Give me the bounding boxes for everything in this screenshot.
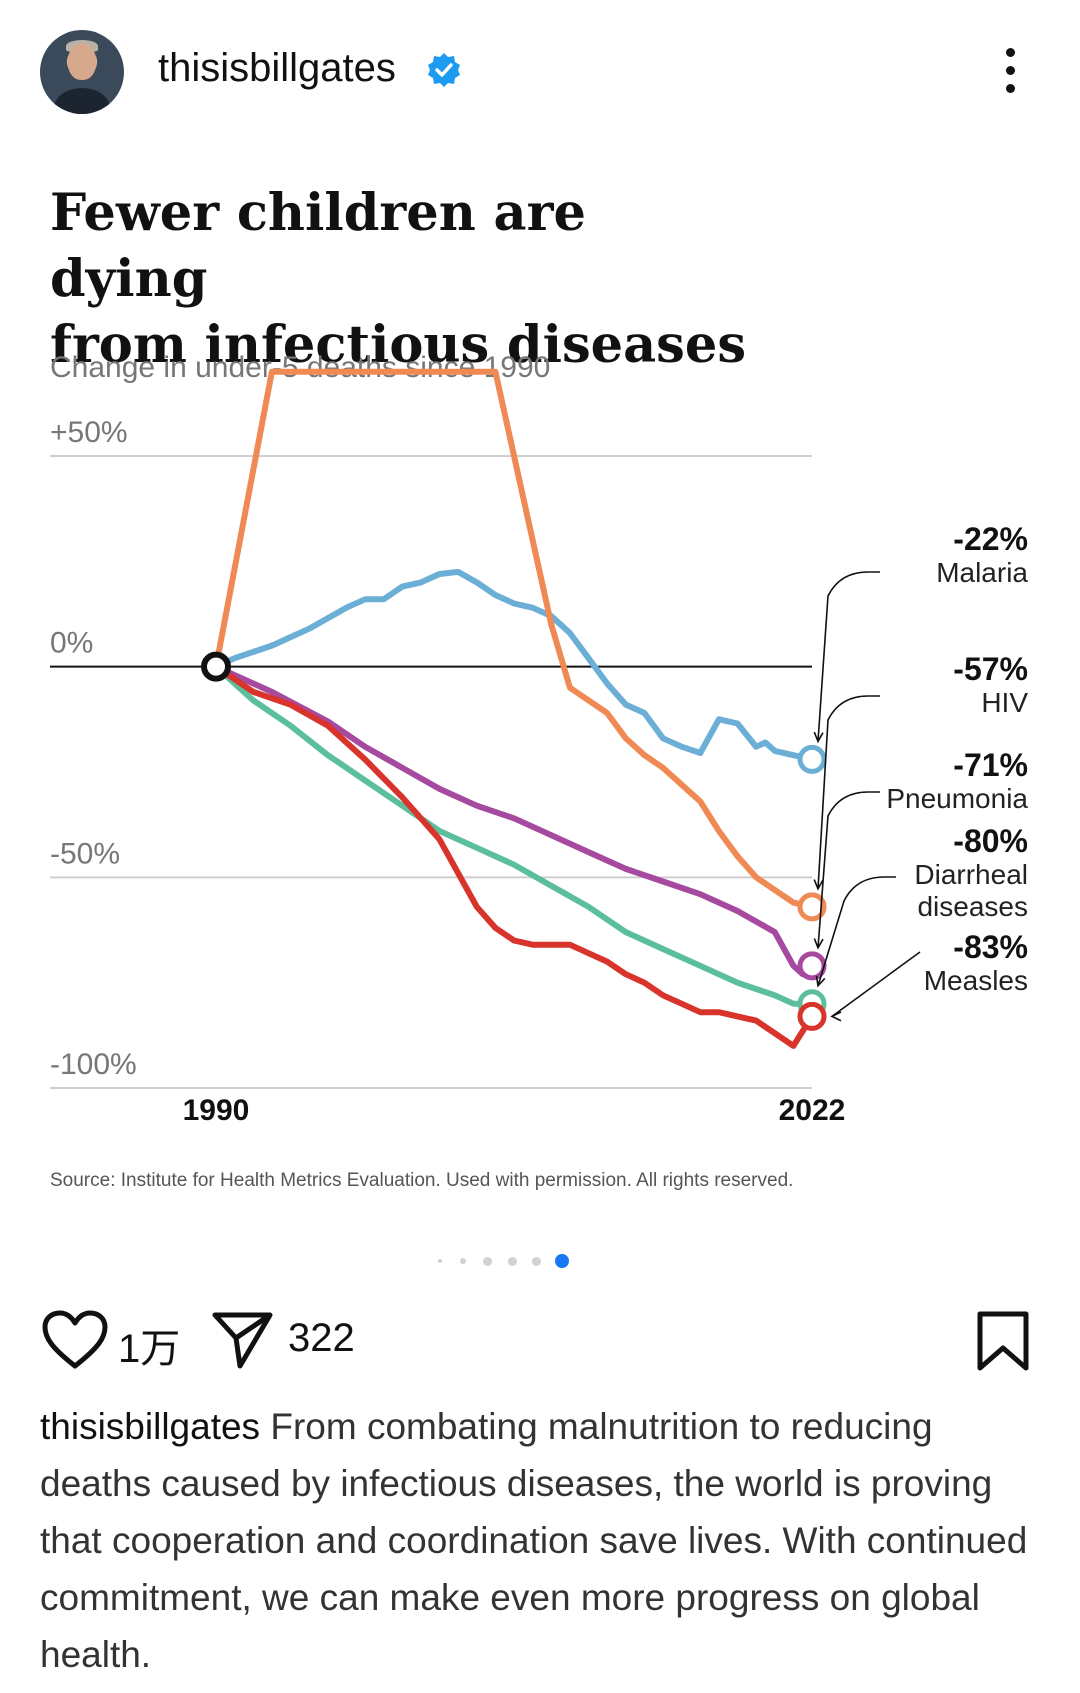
end-label-name: HIV [981,687,1028,718]
carousel-dot [482,1256,492,1266]
post-username[interactable]: thisisbillgates [158,46,396,90]
carousel-dot [438,1259,442,1263]
end-label-percent: -22% [953,521,1028,557]
leader-arrowhead [815,975,826,988]
chart-title: Fewer children are dying from infectious… [50,180,750,378]
leader-line [817,695,880,889]
carousel-dot [507,1256,517,1266]
x-tick-label: 2022 [779,1094,846,1127]
end-marker-hiv [797,892,827,922]
carousel-dot [531,1256,541,1266]
end-marker-pneumonia [797,951,827,981]
leader-line [817,876,896,986]
end-label-name: Measles [924,965,1028,996]
x-tick-label: 1990 [183,1094,250,1127]
end-label-name: Diarrheal [914,859,1028,890]
leader-arrowhead [813,731,824,744]
leader-arrowhead [830,1011,842,1022]
action-bar: 1万 322 [0,1300,1080,1380]
y-tick-label: -100% [50,1048,137,1081]
post-caption: thisisbillgates From combating malnutrit… [40,1398,1050,1683]
y-tick-label: 0% [50,627,93,660]
avatar-face [68,44,96,80]
leader-arrowhead [813,938,824,950]
series-line-diarrheal-diseases [213,663,815,1007]
caption-text: From combating malnutrition to reducing … [40,1406,1028,1675]
chart-source: Source: Institute for Health Metrics Eva… [50,1170,794,1191]
leader-line [817,791,880,948]
post-image[interactable]: Fewer children are dying from infectious… [0,140,1080,1230]
leader-arrowhead [813,879,824,891]
share-count[interactable]: 322 [288,1316,355,1360]
line-chart: Change in under-5 deaths since 1990 +50% 0… [50,351,1028,1127]
series-line-pneumonia [213,663,815,978]
verified-badge-icon [428,53,460,87]
end-label-percent: -71% [953,747,1028,783]
chart-title-line-2: from infectious diseases [50,315,747,375]
series-line-malaria [213,568,815,763]
end-label-percent: -83% [953,929,1028,965]
start-marker [201,651,231,682]
chart-title-line-1: Fewer children are dying [50,183,586,309]
post-header: thisisbillgates [0,0,1080,140]
end-marker-measles [797,1001,827,1031]
end-marker-malaria [797,744,827,774]
chart-subtitle: Change in under-5 deaths since 1990 [50,351,550,384]
end-label-percent: -57% [953,651,1028,687]
bookmark-icon[interactable] [976,1310,1030,1372]
carousel-dot [555,1254,569,1268]
avatar[interactable] [40,30,124,114]
avatar-shirt [54,88,110,114]
y-tick-label: -50% [50,837,120,870]
series-line-measles [213,663,815,1049]
send-icon[interactable] [212,1310,274,1370]
carousel-indicator [0,1253,1080,1269]
leader-line [831,951,921,1018]
heart-icon[interactable] [42,1310,108,1370]
end-label-name: Malaria [936,557,1028,588]
caption-username[interactable]: thisisbillgates [40,1406,261,1447]
y-tick-label: +50% [50,416,128,449]
end-label-name: Pneumonia [886,783,1028,814]
carousel-dot [460,1258,466,1264]
like-count[interactable]: 1万 [118,1327,181,1371]
end-label-percent: -80% [953,823,1028,859]
more-options-icon[interactable] [1000,48,1020,94]
series-line-hiv [213,368,815,910]
end-label-name: diseases [917,891,1028,922]
leader-line [817,571,880,742]
